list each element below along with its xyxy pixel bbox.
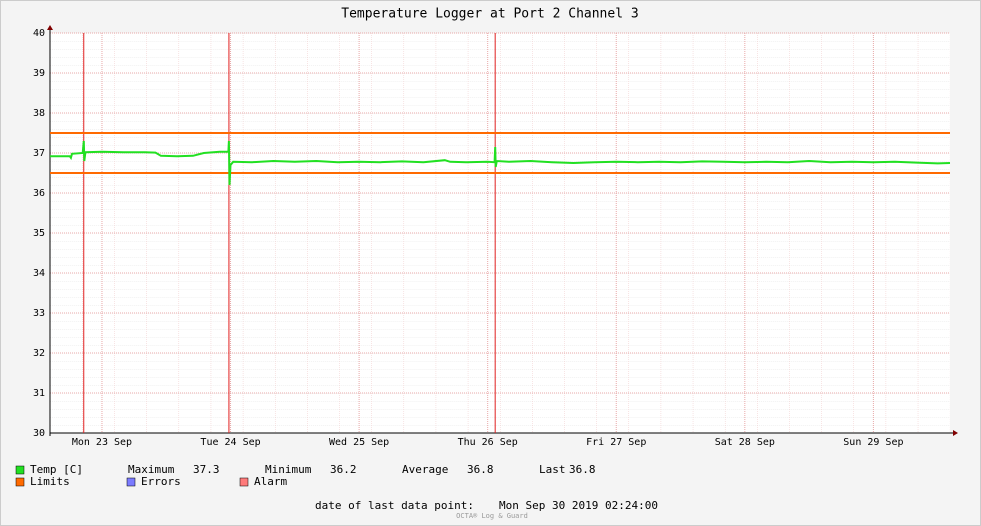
x-tick-label: Sun 29 Sep [843, 437, 903, 448]
y-tick-label: 34 [33, 268, 45, 279]
y-tick-label: 37 [33, 148, 45, 159]
y-tick-label: 33 [33, 308, 45, 319]
legend-label: Temp [C] [30, 463, 83, 476]
chart-title: Temperature Logger at Port 2 Channel 3 [341, 7, 638, 22]
y-tick-label: 39 [33, 68, 45, 79]
stat-value: 36.8 [569, 463, 596, 476]
x-tick-label: Thu 26 Sep [458, 437, 518, 448]
y-tick-label: 36 [33, 188, 45, 199]
x-axis-arrow [953, 430, 958, 436]
x-tick-label: Tue 24 Sep [200, 437, 260, 448]
footer-value: Mon Sep 30 2019 02:24:00 [499, 499, 658, 512]
legend-label: Alarm [254, 475, 287, 488]
legend-swatch [239, 477, 249, 487]
x-tick-label: Wed 25 Sep [329, 437, 389, 448]
y-tick-label: 38 [33, 108, 45, 119]
stat-value: 36.8 [467, 463, 494, 476]
x-tick-label: Fri 27 Sep [586, 437, 646, 448]
footer-label: date of last data point: [315, 499, 474, 512]
legend-swatch [126, 477, 136, 487]
y-tick-label: 40 [33, 28, 45, 39]
y-axis-arrow [47, 25, 53, 30]
stat-value: 36.2 [330, 463, 357, 476]
legend: Temp [C] Maximum 37.3 Minimum 36.2 Average 36.… [15, 463, 596, 488]
stat-label: Last [539, 463, 566, 476]
stat-label: Maximum [128, 463, 175, 476]
legend-swatch [15, 477, 25, 487]
y-tick-label: 32 [33, 348, 45, 359]
legend-swatch [15, 465, 25, 475]
y-tick-label: 30 [33, 428, 45, 439]
legend-label: Errors [141, 475, 181, 488]
y-tick-label: 35 [33, 228, 45, 239]
x-tick-label: Mon 23 Sep [72, 437, 132, 448]
stat-label: Minimum [265, 463, 312, 476]
stat-value: 37.3 [193, 463, 220, 476]
y-tick-label: 31 [33, 388, 45, 399]
legend-label: Limits [30, 475, 70, 488]
stat-label: Average [402, 463, 448, 476]
x-tick-label: Sat 28 Sep [715, 437, 775, 448]
watermark: OCTA® Log & Guard [456, 512, 528, 520]
series-line [50, 140, 951, 186]
